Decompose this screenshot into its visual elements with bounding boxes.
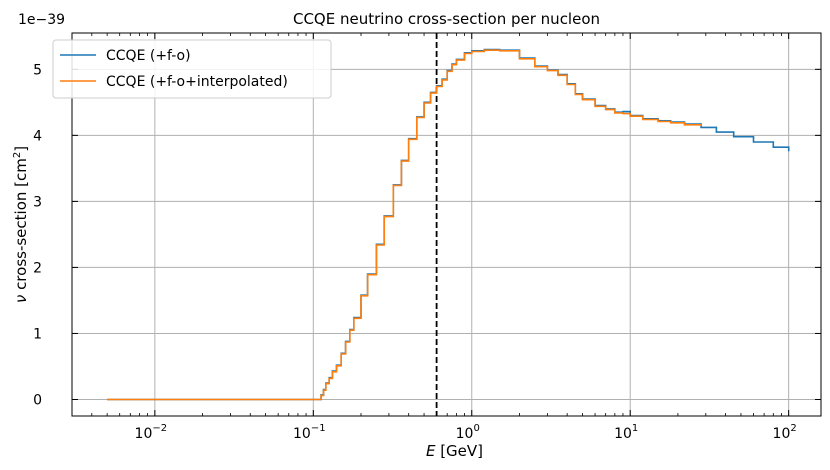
chart-title: CCQE neutrino cross-section per nucleon	[293, 10, 600, 28]
x-tick-label: 10−1	[293, 423, 326, 442]
y-tick-label: 1	[33, 326, 42, 342]
x-tick-label: 100	[456, 423, 480, 442]
legend-box	[52, 39, 332, 99]
series-line-0	[107, 48, 790, 401]
y-tick-label: 0	[33, 392, 42, 408]
y-tick-label: 2	[33, 260, 42, 276]
y-axis-label: ν cross-section [cm2]	[12, 146, 30, 303]
legend: CCQE (+f-o) CCQE (+f-o+interpolated)	[52, 39, 332, 99]
y-tick-label: 5	[33, 62, 42, 78]
x-axis-label: E [GeV]	[426, 442, 483, 460]
series-line-1	[107, 49, 702, 401]
legend-label-ccqe-fo: CCQE (+f-o)	[106, 48, 191, 64]
series-group	[107, 48, 790, 401]
y-offset-label: 1e−39	[18, 12, 65, 28]
x-tick-label: 101	[614, 423, 638, 442]
y-tick-label: 3	[33, 194, 42, 210]
plot-frame	[71, 32, 822, 417]
x-tick-label: 102	[773, 423, 797, 442]
x-tick-label: 10−2	[135, 423, 168, 442]
y-tick-label: 4	[33, 128, 42, 144]
legend-label-ccqe-fo-interpolated: CCQE (+f-o+interpolated)	[106, 74, 288, 90]
ticks: 10−2 10−1 100 101 102 0 1 2 3 4 5	[33, 33, 821, 442]
